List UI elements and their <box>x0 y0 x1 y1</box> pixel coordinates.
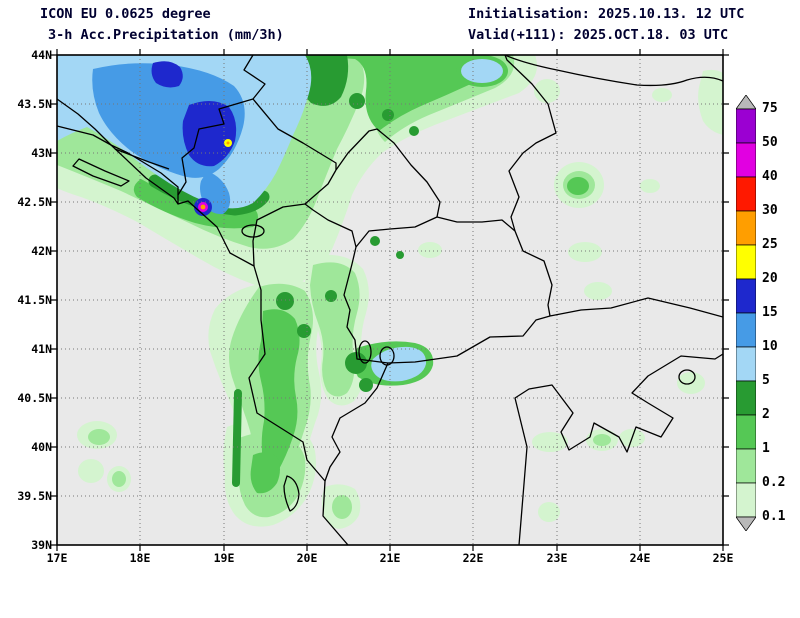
init-time-label: Initialisation: 2025.10.13. 12 UTC <box>468 6 745 22</box>
aegean-coastline <box>514 353 723 545</box>
lat-label: 41.5N <box>17 293 52 307</box>
precip-layer-2 <box>148 55 419 487</box>
serbia-kosovo-border <box>335 128 441 218</box>
colorbar <box>735 94 757 532</box>
colorbar-label: 30 <box>762 203 778 218</box>
albania-greece-border <box>324 362 389 482</box>
parameter-title: 3-h Acc.Precipitation (mm/3h) <box>48 27 284 43</box>
colorbar-label: 1 <box>762 441 770 456</box>
lat-label: 39N <box>31 538 52 552</box>
thasos-island <box>678 369 696 385</box>
lon-label: 20E <box>296 551 318 565</box>
precip-maxima-spots <box>198 139 232 212</box>
map-frame <box>51 49 729 551</box>
serbia-bulgaria-border <box>504 55 557 232</box>
lon-label: 19E <box>213 551 235 565</box>
colorbar-label: 20 <box>762 271 778 286</box>
lat-label: 40N <box>31 440 52 454</box>
colorbar-triangle-top <box>735 94 757 110</box>
lon-label: 23E <box>546 551 568 565</box>
albania-macedonia-border <box>343 246 389 364</box>
colorbar-label: 0.2 <box>762 475 786 490</box>
country-borders <box>57 55 723 545</box>
kosovo-montenegro-border <box>304 169 337 205</box>
croatia-bosnia-border <box>57 98 179 195</box>
model-title: ICON EU 0.0625 degree <box>40 6 211 22</box>
adriatic-coastline <box>57 125 349 545</box>
greece-bulgaria-border <box>549 297 723 318</box>
colorbar-label: 40 <box>762 169 778 184</box>
macedonia-bulgaria-border <box>514 230 553 317</box>
map-plot-area <box>50 48 730 552</box>
lat-label: 41N <box>31 342 52 356</box>
kosovo-albania-border <box>304 203 357 248</box>
kosovo-macedonia-border <box>355 216 438 248</box>
macedonia-greece-border <box>387 315 551 364</box>
lat-label: 44N <box>31 48 52 62</box>
montenegro-serbia-border <box>252 98 337 170</box>
colorbar-label: 15 <box>762 305 778 320</box>
corfu-island <box>283 475 300 512</box>
precipitation-map <box>51 49 729 551</box>
colorbar-scale <box>735 94 757 532</box>
lake-prespa <box>379 346 395 366</box>
lat-label: 40.5N <box>17 391 52 405</box>
lat-label: 43N <box>31 146 52 160</box>
colorbar-triangle-bottom <box>735 516 757 532</box>
valid-time-label: Valid(+111): 2025.OCT.18. 03 UTC <box>468 27 729 43</box>
colorbar-label: 50 <box>762 135 778 150</box>
grid-lines <box>57 55 723 545</box>
lon-label: 22E <box>462 551 484 565</box>
lon-label: 24E <box>629 551 651 565</box>
precip-layer-15 <box>151 61 237 216</box>
lat-label: 42N <box>31 244 52 258</box>
colorbar-label: 2 <box>762 407 770 422</box>
lat-label: 42.5N <box>17 195 52 209</box>
lake-ohrid <box>358 340 372 364</box>
colorbar-label: 75 <box>762 101 778 116</box>
colorbar-label: 5 <box>762 373 770 388</box>
lon-label: 17E <box>46 551 68 565</box>
lake-skadar <box>241 224 265 238</box>
lon-label: 25E <box>712 551 734 565</box>
lon-label: 18E <box>129 551 151 565</box>
lon-label: 21E <box>379 551 401 565</box>
colorbar-label: 10 <box>762 339 778 354</box>
colorbar-segments <box>735 108 757 518</box>
macedonia-serbia-border <box>436 216 516 232</box>
montenegro-albania-border <box>252 203 306 267</box>
lat-label: 43.5N <box>17 97 52 111</box>
islands <box>72 158 130 187</box>
precipitation-field <box>57 55 723 529</box>
peljesac-peninsula <box>114 148 170 170</box>
lat-label: 39.5N <box>17 489 52 503</box>
bosnia-serbia-border <box>177 55 266 204</box>
danube-border <box>504 55 723 87</box>
colorbar-label: 0.1 <box>762 509 786 524</box>
colorbar-label: 25 <box>762 237 778 252</box>
axis-ticks <box>51 49 729 551</box>
